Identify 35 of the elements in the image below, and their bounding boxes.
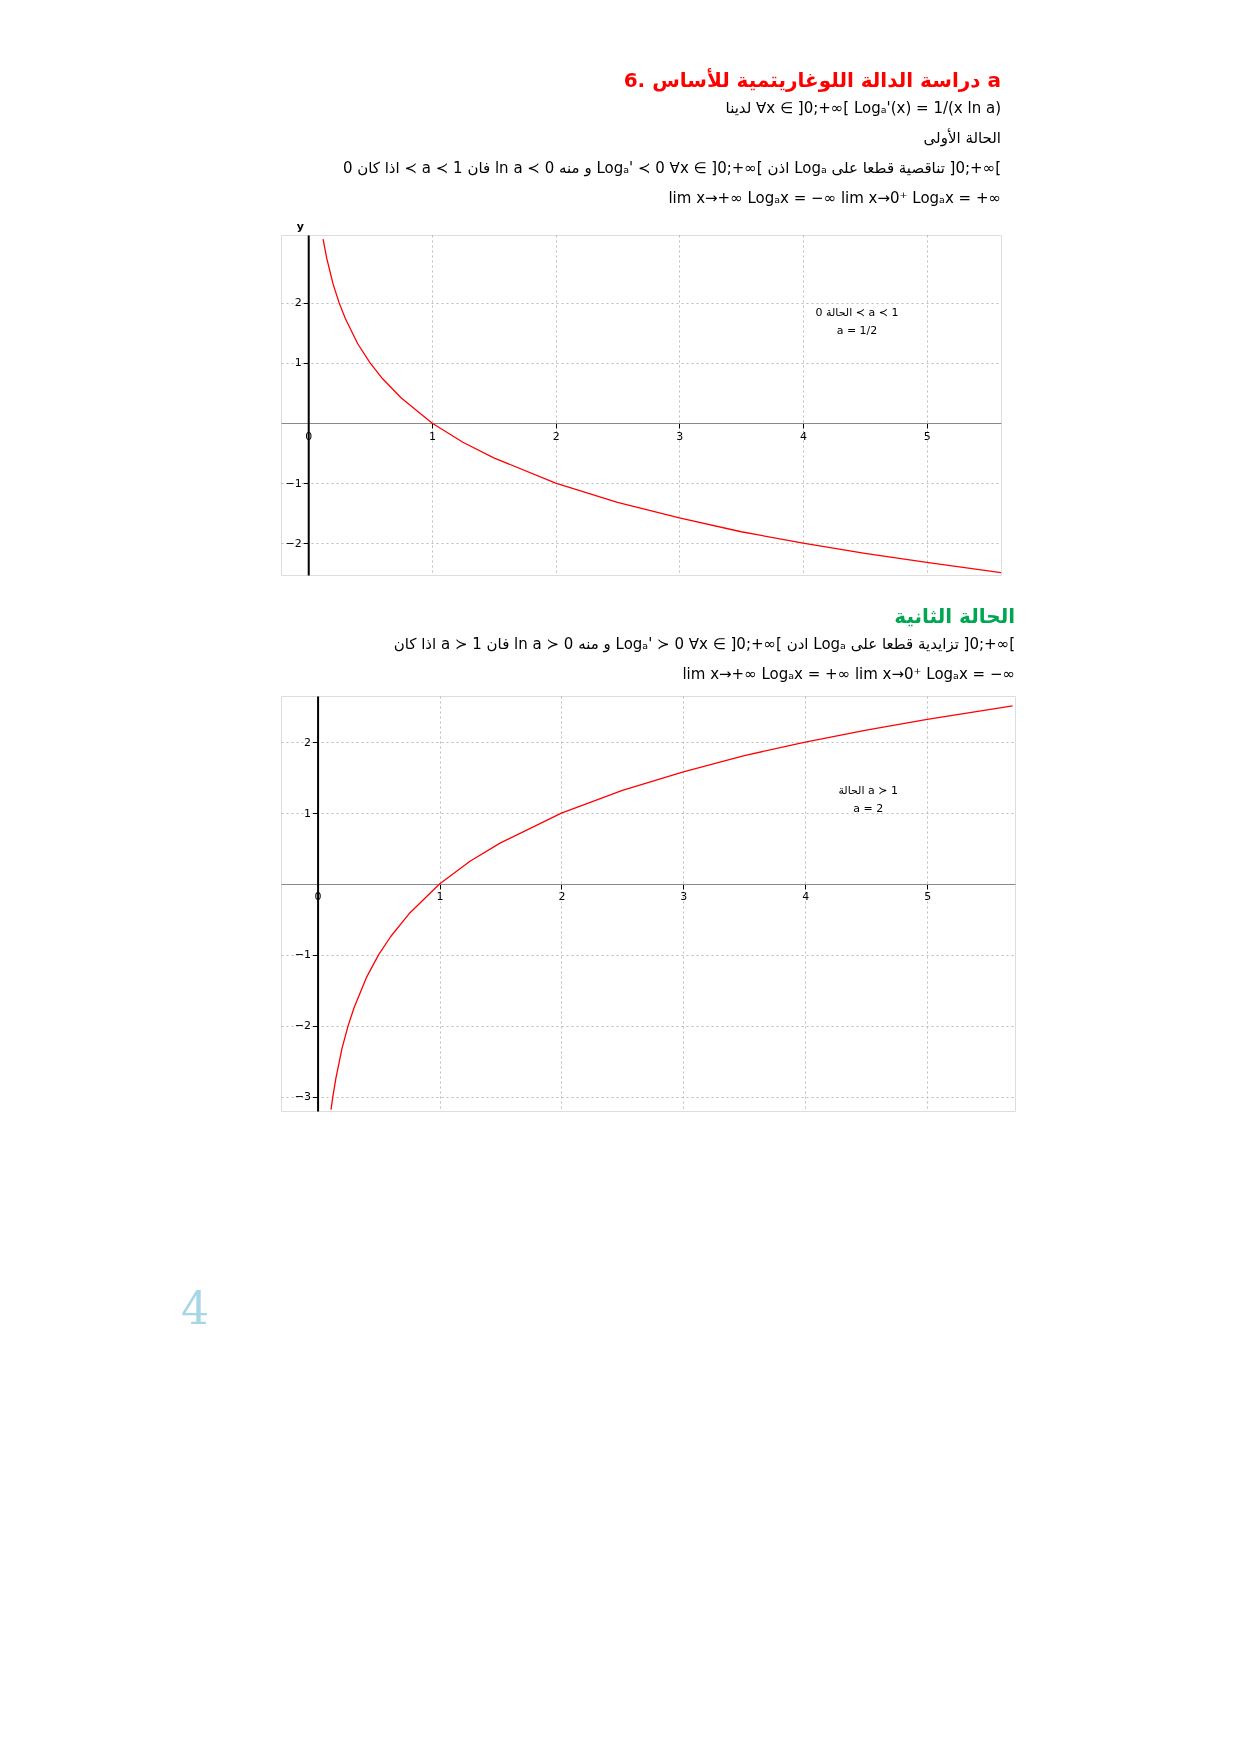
text: lim x→+∞ Logₐx = +∞ lim x→0⁺ Logₐx = −∞ bbox=[682, 665, 1015, 683]
x-tick-label: 3 bbox=[676, 429, 684, 443]
annotation: الحالة 0 ≺ a ≺ 1 bbox=[815, 306, 899, 320]
y-tick-label: 1 bbox=[294, 356, 302, 370]
line-series bbox=[330, 705, 1014, 1111]
x-tick-label: 5 bbox=[923, 429, 931, 443]
y-tick-label: 2 bbox=[304, 735, 312, 749]
chart-title: 6. دراسة الدالة اللوغاريتمية للأساس a bbox=[623, 67, 1001, 92]
y-tick-label: −3 bbox=[294, 1090, 312, 1104]
text: الحالة الأولى bbox=[923, 129, 1001, 147]
y-tick-label: 2 bbox=[294, 296, 302, 310]
y-axis-title: y bbox=[296, 219, 304, 233]
y-tick-label: −1 bbox=[294, 948, 312, 962]
line-series bbox=[322, 238, 1001, 574]
y-tick-label: −2 bbox=[285, 536, 302, 550]
x-tick-label: 2 bbox=[552, 429, 560, 443]
y-tick-label: −2 bbox=[294, 1019, 312, 1033]
x-tick-label: 2 bbox=[558, 890, 566, 904]
text: 4 bbox=[181, 1283, 209, 1334]
y-tick-label: 1 bbox=[304, 806, 312, 820]
x-tick-label: 3 bbox=[680, 890, 688, 904]
text: lim x→+∞ Logₐx = −∞ lim x→0⁺ Logₐx = +∞ bbox=[668, 189, 1001, 207]
text: لدينا ∀x ∈ ]0;+∞[ Logₐ'(x) = 1/(x ln a) bbox=[725, 99, 1001, 117]
text: اذا كان a ≻ 1 فان ln a ≻ 0 و منه Logₐ' ≻ 0 ∀x ∈ ]0;+∞[ ادن Logₐ تزايدية قطعا على ]0;+∞[ bbox=[393, 635, 1015, 653]
x-tick-label: 1 bbox=[436, 890, 444, 904]
annotation: a = 2 bbox=[853, 802, 884, 816]
text: اذا كان 0 ≺ a ≺ 1 فان ln a ≺ 0 و منه Logₐ' ≺ 0 ∀x ∈ ]0;+∞[ اذن Logₐ تناقصية قطعا على ]0;+∞[ bbox=[342, 159, 1001, 177]
x-tick-label: 1 bbox=[428, 429, 436, 443]
annotation: الحالة a ≻ 1 bbox=[838, 784, 898, 798]
y-tick-label: −1 bbox=[285, 476, 302, 490]
annotation: a = 1/2 bbox=[836, 324, 878, 338]
x-tick-label: 4 bbox=[802, 890, 810, 904]
chart-title: الحالة الثانية bbox=[894, 604, 1015, 628]
x-tick-label: 5 bbox=[924, 890, 932, 904]
x-tick-label: 4 bbox=[800, 429, 808, 443]
